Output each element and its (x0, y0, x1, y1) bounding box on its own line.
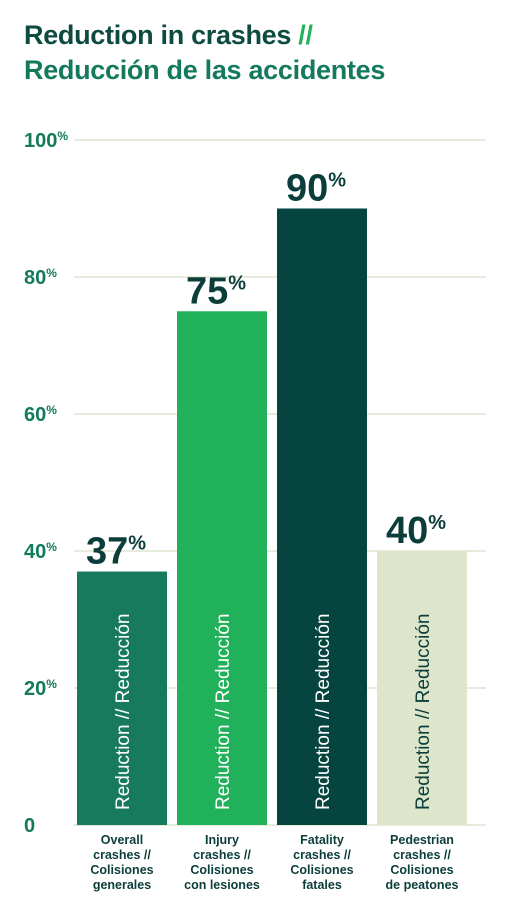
bar (177, 311, 267, 825)
x-tick-label: Pedestrian crashes //Colisiones de peatone… (372, 833, 472, 893)
x-tick-label: Fatality crashes //Colisiones fatales (272, 833, 372, 893)
data-label-percent-sign: % (328, 170, 346, 192)
x-tick-label-line: Overall (100, 833, 144, 847)
x-tick-label-line: crashes // (93, 848, 151, 862)
x-tick-label-line: Fatality (300, 833, 344, 847)
bar (377, 551, 467, 825)
x-tick-label-line: crashes // (193, 848, 251, 862)
bar (277, 208, 367, 825)
data-label-percent-sign: % (428, 512, 446, 534)
y-tick-percent-sign: % (46, 540, 57, 554)
data-label-value: 90 (286, 168, 328, 210)
x-tick-label-line: Colisiones (290, 863, 354, 877)
bar (77, 571, 167, 825)
x-tick-label-line: Colisiones (190, 863, 254, 877)
bar-inner-label: Reduction // Reducción (113, 614, 134, 810)
x-tick-label-line: fatales (302, 878, 342, 892)
y-tick-label: 0 (24, 815, 35, 837)
title-line-english: Reduction in crashes // (24, 18, 385, 53)
x-tick-label-line: Colisiones (390, 863, 454, 877)
x-tick-label-line: crashes // (293, 848, 351, 862)
bar-inner-label: Reduction // Reducción (413, 614, 434, 810)
data-label-value: 40 (386, 510, 428, 552)
x-tick-label-line: generales (92, 878, 152, 892)
data-label: 75% (186, 270, 246, 312)
x-tick-label: Injury crashes //Colisiones con lesiones (172, 833, 272, 893)
x-tick-label: Overall crashes //Colisiones generales (72, 833, 172, 893)
y-tick-label: 40% (24, 540, 57, 563)
y-tick-percent-sign: % (46, 677, 57, 691)
y-tick-percent-sign: % (46, 266, 57, 280)
bar-inner-label: Reduction // Reducción (213, 614, 234, 810)
chart-title: Reduction in crashes // Reducción de las… (24, 18, 385, 88)
data-label-percent-sign: % (228, 272, 246, 294)
y-tick-percent-sign: % (57, 129, 68, 143)
data-label-percent-sign: % (128, 533, 146, 555)
y-tick-label: 60% (24, 403, 57, 426)
title-english: Reduction in crashes (24, 20, 292, 50)
y-tick-percent-sign: % (46, 403, 57, 417)
x-tick-label-line: Colisiones (90, 863, 154, 877)
bar-inner-label: Reduction // Reducción (313, 614, 334, 810)
y-tick-label: 20% (24, 677, 57, 700)
x-tick-label-line: crashes // (393, 848, 451, 862)
x-tick-label-line: Injury (204, 833, 240, 847)
data-label: 90% (286, 168, 346, 210)
x-tick-label-line: con lesiones (184, 878, 260, 892)
x-tick-label-line: Pedestrian (390, 833, 454, 847)
data-label-value: 37 (86, 531, 128, 573)
y-tick-label: 100% (24, 129, 68, 152)
title-spanish: Reducción de las accidentes (24, 55, 386, 85)
title-separator: // (298, 20, 313, 50)
data-label: 37% (86, 531, 146, 573)
y-tick-label: 80% (24, 266, 57, 289)
data-label: 40% (386, 510, 446, 552)
data-label-value: 75 (186, 270, 228, 312)
x-tick-label-line: de peatones (385, 878, 459, 892)
